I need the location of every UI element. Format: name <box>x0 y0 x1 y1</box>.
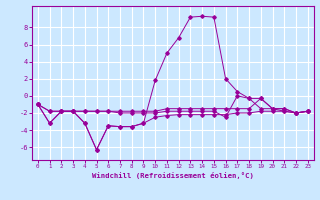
X-axis label: Windchill (Refroidissement éolien,°C): Windchill (Refroidissement éolien,°C) <box>92 172 254 179</box>
